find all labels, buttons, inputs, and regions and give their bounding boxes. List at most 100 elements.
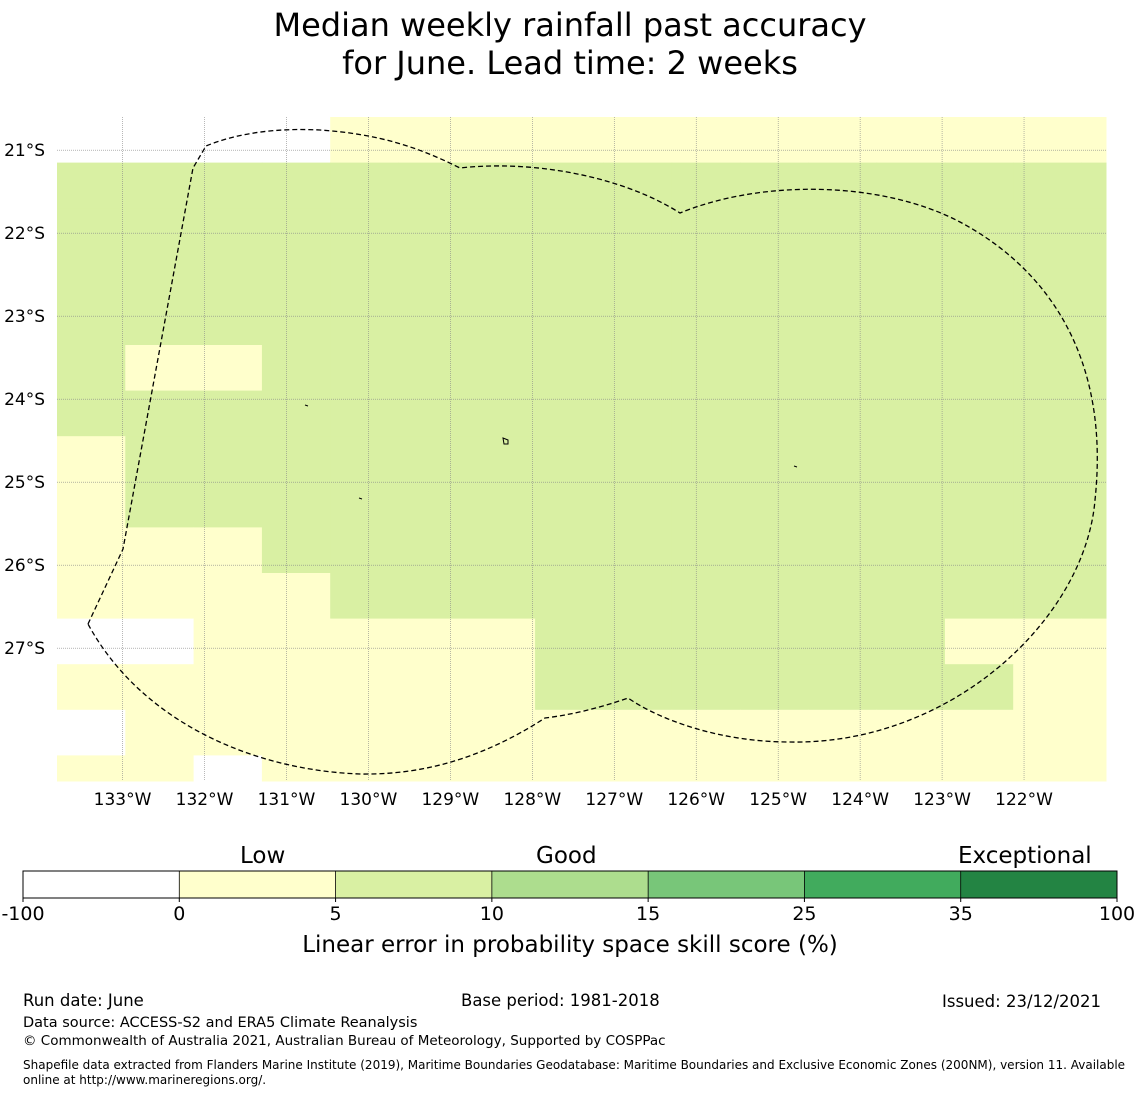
map-cell [125,481,195,528]
map-cell [1013,527,1082,574]
base-period: Base period: 1981-2018 [461,991,660,1010]
map-cell [671,390,741,437]
map-cell [1081,436,1107,483]
map-cell [398,573,468,620]
map-cell [193,618,263,665]
map-cell [603,345,673,392]
map-cell [466,755,536,782]
map-cell [1081,299,1107,346]
map-cell [1081,117,1107,164]
map-cell [398,117,468,164]
map-cell [944,390,1014,437]
map-cell [603,527,673,574]
map-cell [330,436,399,483]
map-cell [466,390,536,437]
longitude-tick-label: 123°W [913,790,971,810]
colorbar-tick-label: -100 [1,903,44,925]
map-cell [1081,527,1107,574]
map-cell [193,436,263,483]
colorbar-label-good: Good [536,843,597,869]
map-cell [808,345,878,392]
map-cell [193,527,263,574]
map-cell [944,253,1014,300]
map-cell [261,253,331,300]
map-cell [398,390,468,437]
colorbar [22,870,1118,899]
longitude-tick-label: 133°W [94,790,152,810]
map-cell [57,664,126,711]
map-cell [535,162,604,209]
map-cell [535,755,604,782]
copyright: © Commonwealth of Australia 2021, Austra… [23,1033,666,1049]
eez-boundary [87,128,1098,775]
map-cell [535,436,604,483]
map-cell [603,709,673,756]
map-cell [740,390,809,437]
map-cell [57,345,126,392]
map-cell [261,709,331,756]
map-cell [466,618,536,665]
longitude-tick-label: 126°W [667,790,725,810]
map-cell [57,436,126,483]
longitude-tick-label: 131°W [258,790,316,810]
map-cell [603,481,673,528]
map-cell [398,162,468,209]
map-cell [125,755,195,782]
colorbar-swatch [491,871,649,898]
map-cell [193,117,263,164]
map-cell [671,527,741,574]
map-cell [603,618,673,665]
map-cell [1081,390,1107,437]
colorbar-ticks: -100 0 5 10 15 25 35 100 [1,898,1135,925]
map-cell [876,664,946,711]
map-cell [671,162,741,209]
map-cell [125,436,195,483]
map-cell [671,208,741,255]
map-cell [1013,208,1082,255]
map-cell [193,481,263,528]
map-cell [876,162,946,209]
latitude-tick-label: 22°S [4,224,45,244]
colorbar-swatch [804,871,961,898]
map-cell [740,345,809,392]
map-cell [671,755,741,782]
map-cell [808,527,878,574]
map-cell [125,162,195,209]
map-cell [193,162,263,209]
map-cell [125,709,195,756]
map-cell [261,573,331,620]
longitude-labels: 133°W 132°W 131°W 130°W 129°W 128°W 127°W 126°W… [94,790,1053,810]
map-cell [466,345,536,392]
map-cell [1013,390,1082,437]
map-cell [125,208,195,255]
map-cell [808,664,878,711]
map-cell [671,117,741,164]
map-cell [1013,755,1082,782]
map-cell [398,345,468,392]
map-cell [740,664,809,711]
map-cell [1013,618,1082,665]
map-cell [808,390,878,437]
map-cell [1081,253,1107,300]
map-cell [330,664,399,711]
map-cell [398,709,468,756]
map-cell [125,253,195,300]
shapefile-credit-line-1: Shapefile data extracted from Flanders M… [23,1058,1126,1072]
map-cell [466,573,536,620]
map-cell [57,573,126,620]
title-line-1: Median weekly rainfall past accuracy [273,6,867,44]
map-cell [535,664,604,711]
map-cell [671,664,741,711]
map-cell [535,253,604,300]
map-cell [261,664,331,711]
map-cell [1013,481,1082,528]
map-cell [193,208,263,255]
map-cell [57,527,126,574]
map-cell [808,755,878,782]
map-cell [466,299,536,346]
map-cell [57,162,126,209]
map-cell [57,755,126,782]
map-cell [1081,208,1107,255]
map-cell [466,208,536,255]
map-cell [398,618,468,665]
